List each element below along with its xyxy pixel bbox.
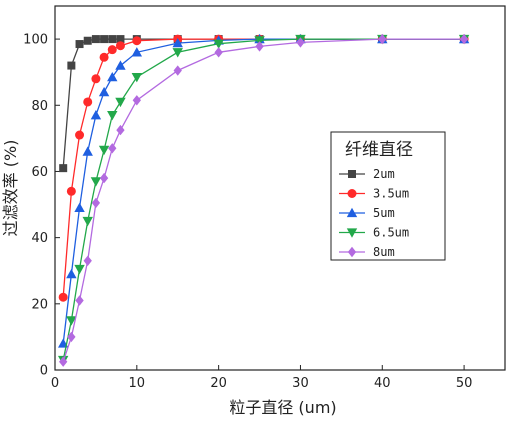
y-axis-title: 过滤效率 (%) [1,140,20,237]
legend: 纤维直径 2um 3.5um 5um 6.5um 8um [330,131,446,261]
legend-item: 2um [339,167,395,181]
data-point [91,197,101,209]
x-tick-label: 20 [210,376,227,391]
legend-title: 纤维直径 [345,140,413,160]
data-point [59,356,68,367]
legend-label: 5um [373,206,395,220]
data-point [58,292,68,302]
data-point [116,124,125,136]
y-tick-label: 40 [31,231,48,246]
data-point [75,295,84,306]
data-point [59,164,68,173]
data-point [82,146,93,156]
y-tick-label: 20 [31,297,48,312]
data-point [115,60,126,70]
data-point [67,331,76,343]
data-point [66,268,77,279]
series-8um [59,33,469,367]
legend-item: 8um [339,245,395,259]
data-point [99,52,109,62]
data-point [254,36,265,46]
y-tick-label: 100 [23,33,48,48]
data-point [82,216,93,227]
data-point [213,39,224,49]
data-point [66,316,77,326]
data-point [115,97,126,108]
legend-label: 2um [373,167,395,181]
data-point [75,130,85,140]
y-tick-label: 60 [31,165,48,180]
data-point [83,36,92,45]
plot-frame [54,5,506,371]
data-point [98,145,110,156]
legend-label: 3.5um [373,187,409,201]
x-tick-label: 30 [292,376,309,391]
data-point [115,41,125,51]
data-point [255,41,264,52]
x-axis-title: 粒子直径 (um) [229,398,336,417]
data-point [74,202,85,213]
data-point [98,86,110,97]
legend-label: 8um [373,245,395,259]
data-point [459,33,469,45]
data-point [99,172,109,184]
axis-ticks: 0 10 20 30 40 50 0 20 40 60 80 100 [23,33,472,391]
data-point [91,74,101,84]
data-point [90,110,102,120]
data-point [378,33,387,45]
legend-label: 6.5um [373,226,409,240]
data-point [75,40,84,49]
data-point [90,177,102,187]
data-point [107,71,118,82]
data-point [74,264,85,275]
legend-item: 3.5um [339,187,409,201]
y-tick-label: 0 [40,364,48,379]
legend-marker [346,228,358,238]
series-layer [57,33,470,367]
data-point [91,35,100,44]
data-point [214,47,223,58]
data-point [107,111,118,121]
data-point [131,72,143,83]
data-point [108,143,117,154]
data-point [66,186,76,196]
legend-marker [348,170,356,178]
legend-item: 6.5um [339,226,409,240]
legend-marker [347,246,357,258]
data-point [83,97,93,107]
x-tick-label: 50 [456,376,473,391]
data-point [107,45,117,55]
data-point [132,95,141,106]
legend-item: 5um [339,206,395,220]
data-point [108,35,117,44]
data-point [116,35,125,44]
data-point [83,255,92,266]
data-point [100,35,109,44]
legend-marker [347,189,357,198]
data-point [173,65,182,76]
x-tick-label: 10 [129,376,146,391]
data-point [172,48,183,58]
data-point [131,47,143,57]
data-point [296,37,305,48]
x-tick-label: 0 [51,376,59,391]
x-tick-label: 40 [374,376,391,391]
legend-marker [346,207,358,218]
data-point [132,36,142,46]
data-point [172,37,183,48]
y-tick-label: 80 [31,99,48,114]
data-point [67,61,76,70]
